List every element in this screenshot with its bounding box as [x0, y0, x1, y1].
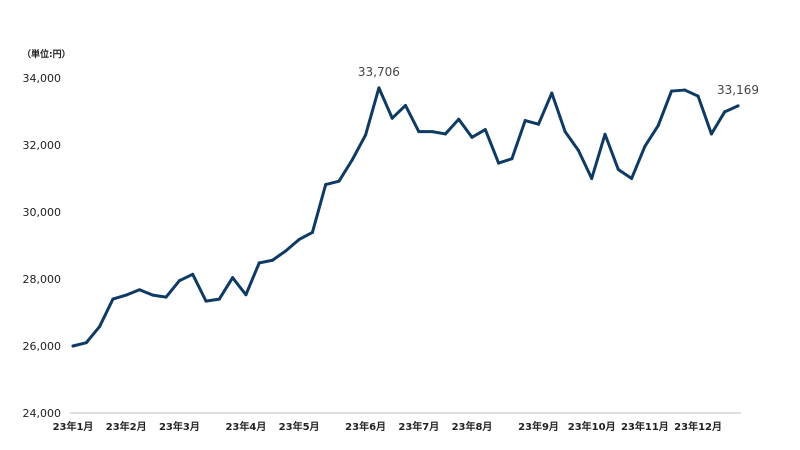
data-point: [550, 91, 554, 95]
data-point: [417, 130, 421, 134]
data-label: 33,169: [717, 83, 759, 97]
data-point: [164, 295, 168, 299]
y-tick-label: 26,000: [23, 340, 62, 353]
data-label: 33,706: [358, 65, 400, 79]
data-point: [603, 132, 607, 136]
data-point: [390, 116, 394, 120]
data-point: [470, 135, 474, 139]
x-tick-label: 23年6月: [345, 420, 386, 433]
data-point: [497, 161, 501, 165]
y-tick-label: 30,000: [23, 206, 62, 219]
data-point: [457, 117, 461, 121]
data-point: [324, 183, 328, 187]
data-point: [483, 128, 487, 132]
data-point: [656, 124, 660, 128]
x-tick-label: 23年12月: [674, 420, 722, 433]
data-point: [244, 293, 248, 297]
data-point: [124, 293, 128, 297]
data-point: [709, 132, 713, 136]
data-point: [590, 177, 594, 180]
data-point: [111, 297, 115, 301]
x-tick-label: 23年11月: [621, 420, 669, 433]
series-line: [71, 86, 740, 348]
data-point: [537, 122, 540, 126]
data-point: [723, 110, 727, 114]
data-point: [616, 167, 620, 171]
x-tick-label: 23年2月: [106, 420, 147, 433]
data-point: [630, 177, 634, 180]
data-point: [404, 103, 407, 107]
data-point: [297, 237, 301, 241]
data-point: [430, 130, 434, 134]
data-point: [231, 276, 235, 280]
x-tick-label: 23年9月: [518, 420, 559, 433]
data-points: [71, 86, 740, 348]
data-point: [683, 88, 687, 92]
unit-label: （単位:円）: [22, 48, 71, 60]
data-point: [563, 130, 567, 134]
x-tick-label: 23年1月: [53, 420, 94, 433]
x-tick-label: 23年8月: [452, 420, 493, 433]
data-point: [443, 132, 447, 136]
data-point: [377, 86, 381, 90]
data-point: [138, 288, 141, 292]
data-point: [736, 104, 740, 108]
y-axis-ticks: 24,000 26,000 28,000 30,000 32,000 34,000: [23, 72, 62, 420]
x-tick-label: 23年4月: [225, 420, 266, 433]
data-point: [284, 249, 288, 253]
data-point: [310, 230, 314, 234]
data-point: [576, 148, 580, 152]
data-labels: 33,706 33,169: [358, 65, 759, 97]
data-point: [257, 261, 261, 265]
data-point: [350, 158, 354, 162]
data-point: [670, 89, 673, 93]
data-point: [364, 133, 368, 137]
y-tick-label: 34,000: [23, 72, 62, 85]
data-point: [191, 272, 195, 276]
y-tick-label: 32,000: [23, 139, 62, 152]
data-point: [151, 293, 155, 297]
data-point: [643, 144, 647, 148]
data-point: [271, 258, 274, 262]
x-tick-label: 23年5月: [279, 420, 320, 433]
x-tick-label: 23年10月: [568, 420, 616, 433]
x-tick-label: 23年7月: [398, 420, 439, 433]
data-point: [71, 344, 75, 348]
x-axis-ticks: 23年1月 23年2月 23年3月 23年4月 23年5月 23年6月 23年7月 23年8月…: [53, 420, 722, 433]
data-point: [84, 341, 88, 345]
data-point: [510, 157, 514, 161]
y-tick-label: 28,000: [23, 273, 62, 286]
data-point: [177, 279, 181, 283]
data-point: [98, 325, 102, 329]
data-point: [217, 297, 221, 301]
data-point: [523, 119, 527, 123]
data-point: [204, 299, 208, 303]
data-point: [337, 179, 341, 183]
y-tick-label: 24,000: [23, 407, 62, 420]
data-point: [696, 94, 700, 98]
x-tick-label: 23年3月: [159, 420, 200, 433]
